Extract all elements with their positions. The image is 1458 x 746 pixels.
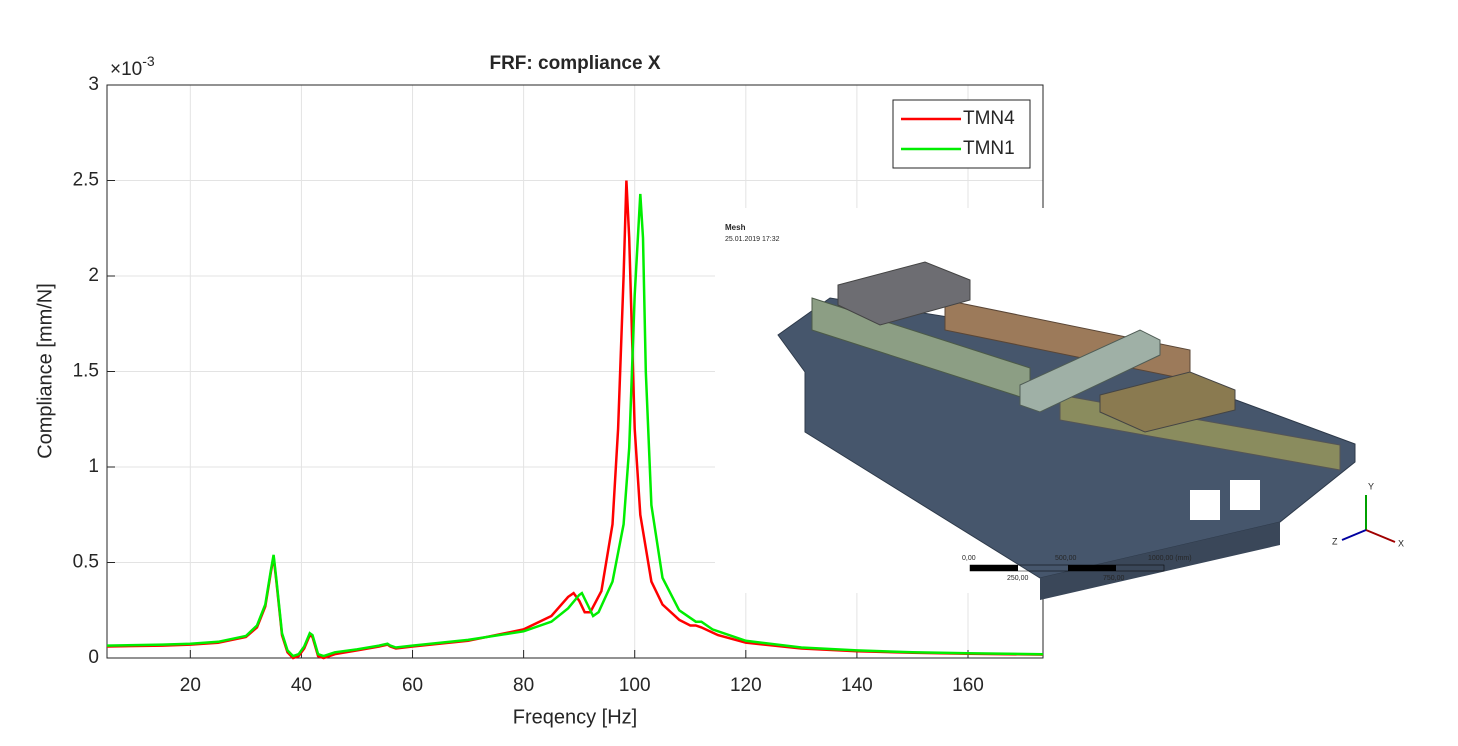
inset-date: 25.01.2019 17:32	[725, 236, 780, 243]
multiplier-exponent: -3	[142, 53, 155, 69]
y-tick-label: 2.5	[73, 170, 99, 191]
legend-label: TMN1	[963, 138, 1015, 159]
axis-label: X	[1398, 538, 1404, 548]
x-tick-label: 80	[513, 675, 534, 696]
x-tick-label: 140	[841, 675, 873, 696]
mesh-inset: Mesh 25.01.2019 17:32 0,00 500,00 1000,00 …	[715, 208, 1458, 600]
y-tick-label: 0	[88, 647, 99, 668]
inset-title: Mesh	[725, 223, 746, 232]
axis-label: Z	[1332, 536, 1338, 546]
bed-opening	[1230, 480, 1260, 510]
y-tick-label: 1.5	[73, 361, 99, 382]
x-tick-label: 60	[402, 675, 423, 696]
scale-bar	[970, 565, 1018, 571]
y-multiplier: ×10-3	[110, 53, 155, 80]
x-axis-label: Freqency [Hz]	[513, 706, 637, 728]
scale-label: 1000,00 (mm)	[1148, 555, 1192, 562]
scale-bar	[1068, 565, 1116, 571]
bed-opening	[1190, 490, 1220, 520]
x-tick-label: 20	[180, 675, 201, 696]
x-tick-label: 40	[291, 675, 312, 696]
y-tick-label: 0.5	[73, 552, 99, 573]
x-tick-label: 120	[730, 675, 762, 696]
y-tick-label: 3	[88, 74, 99, 95]
y-tick-label: 1	[88, 456, 99, 477]
scale-label: 500,00	[1055, 555, 1077, 562]
x-tick-label: 160	[952, 675, 984, 696]
scale-label: 0,00	[962, 555, 976, 562]
scale-label: 750,00	[1103, 575, 1125, 582]
scale-label: 250,00	[1007, 575, 1029, 582]
chart: 0 0.5 1 1.5 2 2.5 3 20 40 60 80 100 120 140 160 Mesh 2…	[0, 0, 1458, 746]
y-tick-label: 2	[88, 265, 99, 286]
axis-label: Y	[1368, 481, 1374, 491]
y-axis-label: Compliance [mm/N]	[34, 283, 56, 459]
chart-title: FRF: compliance X	[489, 53, 660, 74]
x-tick-label: 100	[619, 675, 651, 696]
legend-label: TMN4	[963, 108, 1015, 129]
multiplier-base: ×10	[110, 59, 142, 80]
